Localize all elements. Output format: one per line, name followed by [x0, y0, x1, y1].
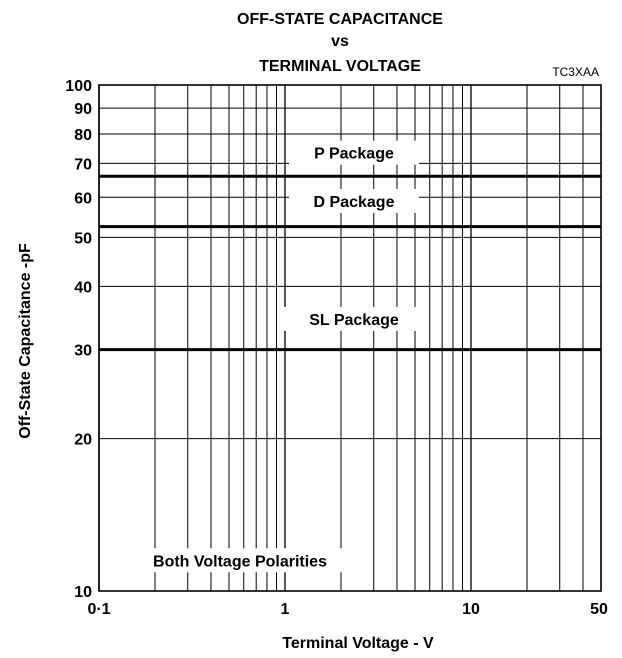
y-axis-label: Off-State Capacitance -pF [17, 243, 34, 439]
label-p-package: P Package [314, 146, 394, 163]
y-tick-label: 40 [74, 279, 92, 296]
y-tick-label: 60 [74, 190, 92, 207]
x-axis-label: Terminal Voltage - V [282, 635, 434, 652]
x-tick-label: 0·1 [87, 601, 110, 618]
y-tick-label: 80 [74, 127, 92, 144]
series-labels: P Package D Package SL Package Both Voltage… [122, 140, 424, 573]
y-tick-label: 90 [74, 101, 92, 118]
y-tick-label: 70 [74, 156, 92, 173]
figure-code: TC3XAA [552, 65, 599, 79]
chart-title-line-1: OFF-STATE CAPACITANCE [237, 11, 443, 28]
y-tick-label: 50 [74, 230, 92, 247]
label-d-package-background [289, 188, 419, 213]
label-d-package: D Package [314, 194, 395, 211]
label-p-package-background [289, 140, 419, 165]
annotation-both-voltage-polarities-background [122, 548, 358, 573]
x-tick-label: 10 [462, 601, 480, 618]
label-sl-package-background [284, 306, 424, 331]
series-lines [99, 174, 601, 352]
chart-title-line-2: vs [331, 33, 349, 50]
y-tick-label: 100 [65, 78, 92, 95]
x-tick-labels: 0·1 1 10 50 [87, 601, 608, 618]
label-sl-package: SL Package [309, 312, 399, 329]
x-tick-label: 50 [590, 601, 608, 618]
plot-frame [98, 84, 602, 592]
y-tick-label: 10 [74, 584, 92, 601]
x-tick-label: 1 [281, 601, 290, 618]
chart-title-line-3: TERMINAL VOLTAGE [259, 58, 421, 75]
y-tick-label: 30 [74, 343, 92, 360]
y-tick-labels: 10 20 30 40 50 60 70 80 90 100 [65, 78, 92, 601]
y-tick-label: 20 [74, 432, 92, 449]
annotation-both-voltage-polarities: Both Voltage Polarities [153, 553, 327, 570]
